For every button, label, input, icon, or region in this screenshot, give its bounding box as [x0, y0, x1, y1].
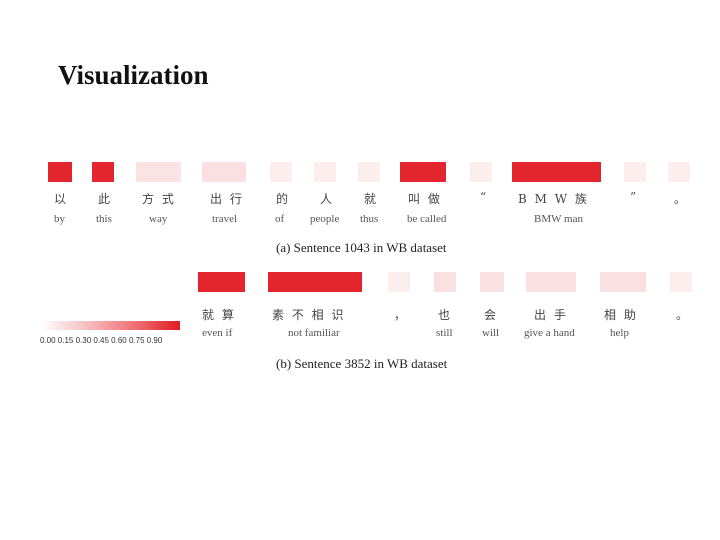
attention-bar	[624, 162, 646, 182]
token-en: will	[482, 327, 500, 339]
attention-bar	[668, 162, 690, 182]
caption-b: (b) Sentence 3852 in WB dataset	[276, 356, 448, 371]
token-zh: B M W 族	[518, 192, 589, 206]
token-en: help	[610, 327, 629, 339]
colorbar-ticks: 0.00 0.15 0.30 0.45 0.60 0.75 0.90	[40, 336, 163, 345]
token-en: not familiar	[288, 327, 340, 339]
attention-bar	[512, 162, 601, 182]
token-zh: 叫 做	[408, 192, 442, 206]
attention-bar	[92, 162, 114, 182]
token-zh: 以	[54, 192, 69, 206]
token-zh: 。	[676, 308, 691, 322]
token-zh: 人	[320, 192, 335, 206]
token-en: BMW man	[534, 213, 583, 225]
attention-bar	[470, 162, 492, 182]
token-zh: 也	[438, 308, 453, 322]
token-en: give a hand	[524, 327, 575, 339]
attention-bar	[526, 272, 576, 292]
attention-bar	[48, 162, 72, 182]
token-zh: 的	[276, 192, 291, 206]
attention-bar	[388, 272, 410, 292]
attention-bar	[268, 272, 362, 292]
token-en: even if	[202, 327, 233, 339]
attention-bar	[202, 162, 246, 182]
token-zh: ，	[394, 308, 409, 322]
attention-bar	[314, 162, 336, 182]
token-en: still	[436, 327, 453, 339]
token-en: thus	[360, 213, 379, 225]
token-zh: 此	[98, 192, 113, 206]
attention-bar	[600, 272, 646, 292]
token-zh: 会	[484, 308, 499, 322]
slide-title: Visualization	[58, 60, 209, 90]
token-zh: “	[480, 190, 489, 204]
token-zh: ”	[630, 190, 639, 204]
attention-bar	[434, 272, 456, 292]
token-en: travel	[212, 213, 238, 225]
token-zh: 。	[674, 192, 689, 206]
token-zh: 相 助	[604, 308, 638, 322]
token-en: way	[149, 213, 168, 225]
token-en: be called	[407, 213, 447, 225]
attention-bar	[198, 272, 245, 292]
token-zh: 素 不 相 识	[272, 308, 346, 322]
caption-a: (a) Sentence 1043 in WB dataset	[276, 240, 447, 255]
colorbar	[40, 321, 180, 330]
attention-bar	[480, 272, 504, 292]
attention-bar	[670, 272, 692, 292]
token-en: of	[275, 213, 285, 225]
attention-bar	[400, 162, 446, 182]
token-zh: 就 算	[202, 308, 236, 322]
token-en: this	[96, 213, 112, 225]
attention-bar	[136, 162, 181, 182]
token-en: people	[310, 213, 340, 225]
token-zh: 出 手	[534, 308, 568, 322]
token-zh: 就	[364, 192, 379, 206]
attention-bar	[358, 162, 380, 182]
token-zh: 方 式	[142, 192, 176, 206]
token-zh: 出 行	[210, 192, 244, 206]
attention-bar	[270, 162, 292, 182]
token-en: by	[54, 213, 65, 225]
